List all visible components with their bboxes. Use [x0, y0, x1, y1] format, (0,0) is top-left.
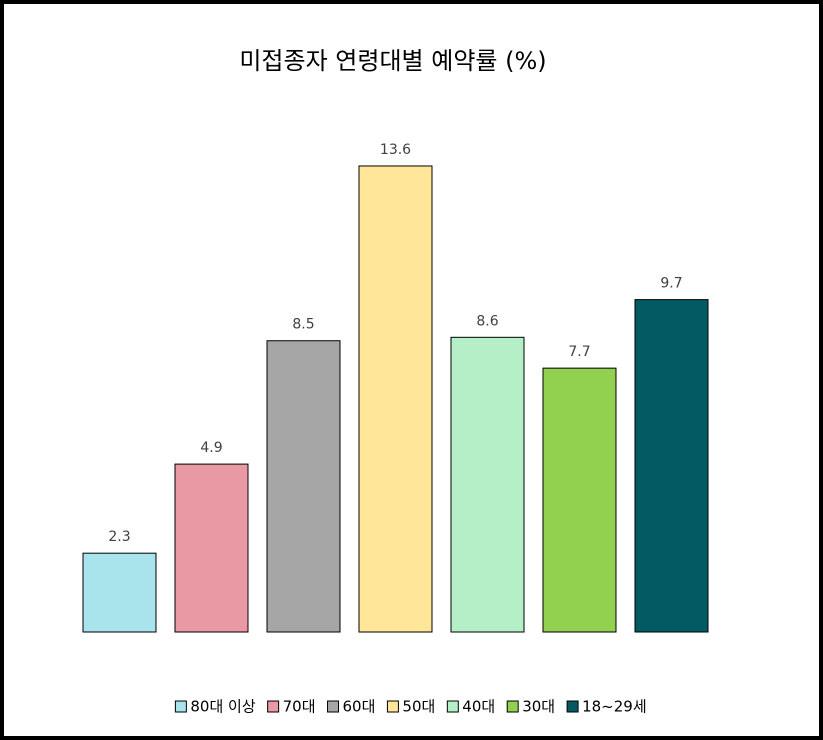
chart-title: 미접종자 연령대별 예약률 (%)	[239, 47, 546, 75]
value-label: 4.9	[200, 440, 222, 456]
legend-label: 50대	[402, 698, 435, 716]
legend-swatch	[174, 700, 187, 713]
value-label: 13.6	[380, 142, 411, 158]
legend-swatch	[446, 700, 459, 713]
bar	[634, 299, 709, 633]
legend-swatch	[386, 700, 399, 713]
bar	[82, 552, 157, 633]
value-label: 8.5	[292, 317, 314, 333]
legend-label: 60대	[343, 698, 376, 716]
legend-swatch	[506, 700, 519, 713]
bar	[358, 165, 433, 633]
bar	[450, 336, 525, 633]
legend-swatch	[566, 700, 579, 713]
legend-label: 30대	[522, 698, 555, 716]
legend-label: 80대 이상	[190, 698, 255, 716]
legend-label: 40대	[462, 698, 495, 716]
legend-label: 70대	[283, 698, 316, 716]
legend-swatch	[267, 700, 280, 713]
value-label: 9.7	[660, 276, 682, 292]
value-label: 7.7	[568, 344, 590, 360]
value-label: 2.3	[108, 529, 130, 545]
bar	[266, 340, 341, 633]
bar	[174, 463, 249, 633]
value-label: 8.6	[476, 313, 498, 329]
legend-label: 18~29세	[582, 698, 647, 716]
bar	[542, 367, 617, 633]
legend-swatch	[327, 700, 340, 713]
